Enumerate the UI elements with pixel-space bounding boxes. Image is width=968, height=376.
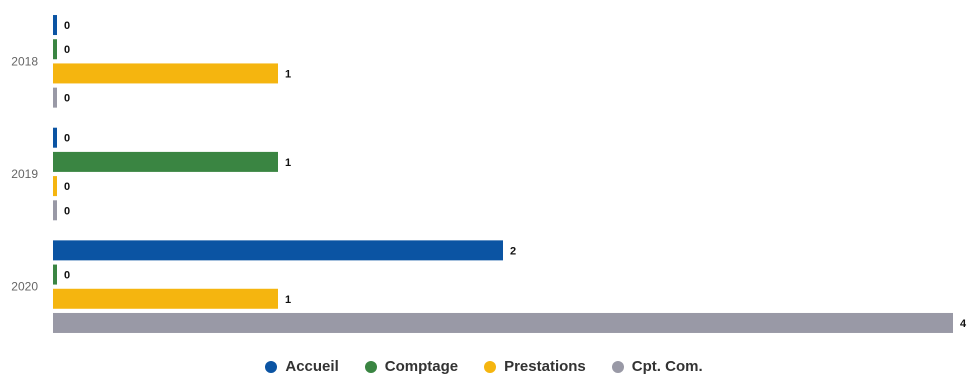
bar-2018-cpt-com[interactable]: [53, 87, 57, 108]
value-label-2019-cpt-com: 0: [64, 205, 70, 217]
legend-label-accueil: Accueil: [285, 358, 339, 375]
legend-item-accueil[interactable]: Accueil: [265, 358, 339, 375]
value-labels: 0 0 1 0 0 1 0 0 2 0 1 4: [64, 20, 967, 330]
legend-label-cpt-com: Cpt. Com.: [631, 358, 703, 375]
category-label-2020: 2020: [11, 280, 38, 294]
value-label-2018-prestations: 1: [285, 68, 291, 80]
legend-marker-accueil: [265, 360, 278, 373]
value-label-2018-comptage: 0: [64, 44, 70, 56]
bar-chart: 2018 2019 2020 0 0 1 0 0 1 0 0 2 0 1 4: [11, 15, 967, 333]
value-label-2019-prestations: 0: [64, 181, 70, 193]
value-label-2018-cpt-com: 0: [64, 93, 70, 105]
legend-item-cpt-com[interactable]: Cpt. Com.: [611, 358, 703, 375]
legend: Accueil Comptage Prestations Cpt. Com.: [0, 358, 968, 375]
bar-2020-cpt-com[interactable]: [53, 312, 953, 333]
legend-marker-cpt-com: [611, 360, 624, 373]
bar-2018-comptage[interactable]: [53, 39, 57, 60]
bar-2019-prestations[interactable]: [53, 176, 57, 197]
value-label-2020-cpt-com: 4: [960, 318, 967, 330]
legend-marker-comptage: [364, 360, 377, 373]
value-label-2020-accueil: 2: [510, 245, 516, 257]
bar-2020-comptage[interactable]: [53, 264, 57, 285]
value-label-2019-comptage: 1: [285, 157, 291, 169]
category-label-2019: 2019: [11, 167, 38, 181]
bar-2019-cpt-com[interactable]: [53, 200, 57, 221]
legend-label-prestations: Prestations: [504, 358, 586, 375]
bar-2019-comptage[interactable]: [53, 151, 278, 172]
legend-item-prestations[interactable]: Prestations: [484, 358, 586, 375]
category-labels: 2018 2019 2020: [11, 54, 38, 293]
value-label-2020-comptage: 0: [64, 270, 70, 282]
bar-2020-accueil[interactable]: [53, 240, 503, 261]
legend-label-comptage: Comptage: [384, 358, 459, 375]
bar-2018-prestations[interactable]: [53, 63, 278, 84]
legend-item-comptage[interactable]: Comptage: [364, 358, 459, 375]
value-label-2018-accueil: 0: [64, 20, 70, 32]
value-label-2019-accueil: 0: [64, 133, 70, 145]
bars: [53, 15, 953, 333]
bar-2020-prestations[interactable]: [53, 288, 278, 309]
bar-2019-accueil[interactable]: [53, 127, 57, 148]
legend-marker-prestations: [484, 360, 497, 373]
bar-2018-accueil[interactable]: [53, 15, 57, 36]
value-label-2020-prestations: 1: [285, 294, 291, 306]
category-label-2018: 2018: [11, 54, 38, 68]
